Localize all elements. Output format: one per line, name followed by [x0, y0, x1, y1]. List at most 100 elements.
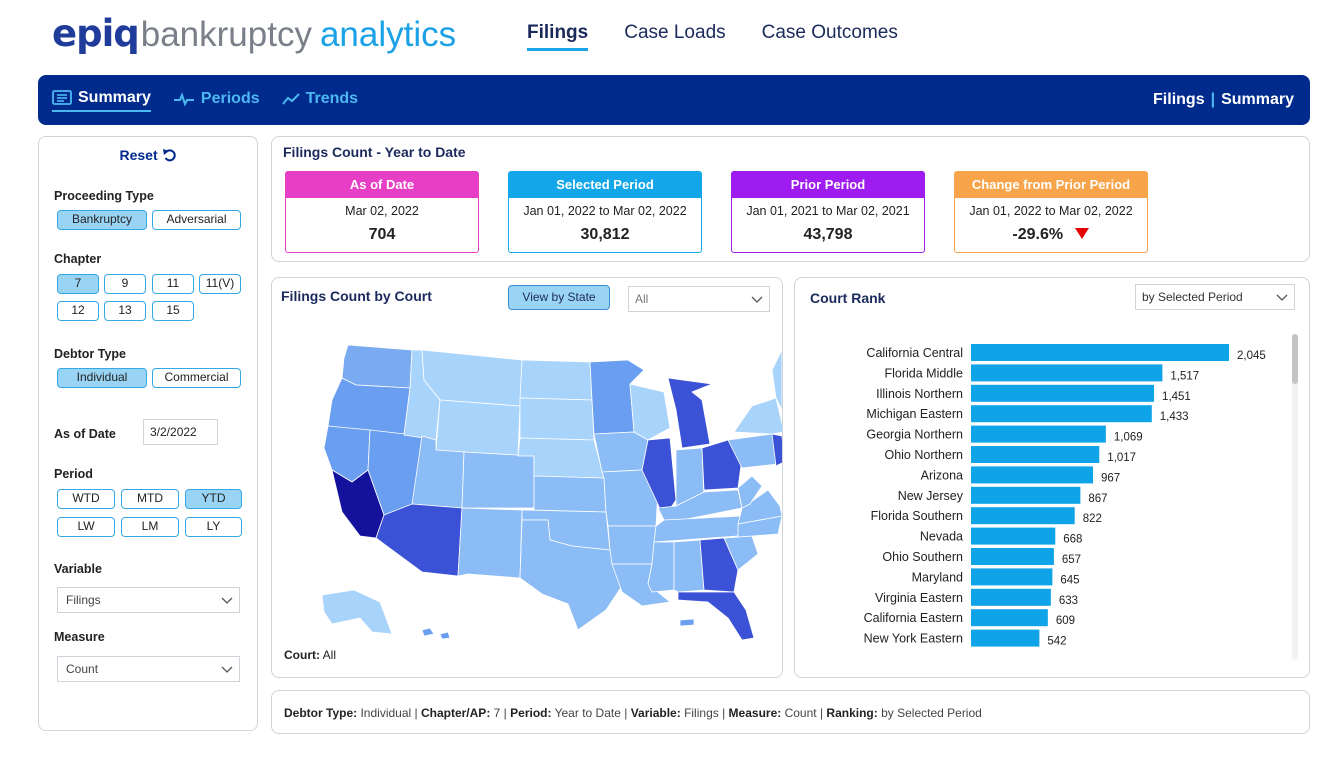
court-rank-bar[interactable]: [971, 364, 1163, 382]
nav-case-outcomes[interactable]: Case Outcomes: [761, 22, 898, 43]
map-region: [461, 451, 535, 509]
court-rank-bar[interactable]: [971, 384, 1155, 402]
variable-label: Variable: [54, 562, 102, 576]
map-panel: Filings Count by Court View by State All: [271, 277, 783, 678]
court-rank-bar[interactable]: [971, 609, 1048, 627]
ytd-panel: Filings Count - Year to Date As of Date …: [271, 136, 1310, 262]
court-rank-value-label: 1,517: [1170, 370, 1199, 382]
debtor-individual-chip[interactable]: Individual: [57, 368, 147, 388]
court-rank-bar[interactable]: [971, 527, 1056, 545]
court-rank-value-label: 967: [1101, 472, 1120, 484]
court-rank-bar[interactable]: [971, 548, 1054, 565]
court-rank-bar[interactable]: [971, 568, 1053, 586]
summary-value: Count: [784, 706, 817, 720]
as-of-date-input[interactable]: 3/2/2022: [143, 419, 218, 445]
breadcrumb-section: Filings: [1153, 91, 1205, 108]
map-region: [771, 349, 782, 411]
chapter-13-chip[interactable]: 13: [104, 301, 146, 321]
period-label: Period: [54, 467, 93, 481]
period-lm-chip[interactable]: LM: [121, 517, 179, 537]
measure-label: Measure: [54, 630, 105, 644]
period-ytd-chip[interactable]: YTD: [185, 489, 242, 509]
chevron-down-icon: [221, 666, 233, 673]
ranking-dropdown[interactable]: by Selected Period: [1135, 284, 1295, 310]
tab-summary-label: Summary: [78, 89, 151, 106]
view-by-state-button[interactable]: View by State: [508, 285, 610, 310]
trends-icon: [281, 93, 300, 105]
period-ly-chip[interactable]: LY: [185, 517, 242, 537]
as-of-date-label: As of Date: [54, 427, 116, 441]
period-lw-chip[interactable]: LW: [57, 517, 115, 537]
summary-icon: [52, 90, 72, 105]
map-region: [701, 439, 743, 491]
map-region: [533, 475, 607, 513]
variable-dropdown[interactable]: Filings: [57, 587, 240, 613]
reset-button[interactable]: Reset: [39, 147, 257, 163]
court-rank-bar[interactable]: [971, 466, 1093, 484]
period-mtd-chip[interactable]: MTD: [121, 489, 179, 509]
court-rank-category-label: Virginia Eastern: [875, 591, 963, 605]
court-rank-category-label: Florida Middle: [884, 366, 963, 380]
court-rank-category-label: Illinois Northern: [876, 387, 963, 401]
map-region: [733, 397, 782, 435]
kpi-value: 43,798: [803, 226, 853, 243]
chapter-7-chip[interactable]: 7: [57, 274, 99, 294]
reset-label: Reset: [119, 147, 158, 163]
map-region: [737, 475, 763, 509]
map-region: [457, 507, 523, 579]
chevron-down-icon: [751, 296, 763, 303]
summary-label: Chapter/AP:: [420, 706, 491, 720]
court-rank-value-label: 542: [1047, 636, 1066, 648]
measure-value: Count: [66, 662, 99, 676]
court-rank-bar[interactable]: [971, 344, 1229, 361]
chapter-9-chip[interactable]: 9: [104, 274, 146, 294]
map-region: [593, 431, 649, 473]
chapter-11v-chip[interactable]: 11(V): [199, 274, 241, 294]
court-rank-bar[interactable]: [971, 507, 1075, 525]
court-rank-category-label: Ohio Northern: [884, 448, 963, 462]
court-rank-value-label: 1,451: [1162, 391, 1191, 403]
tab-periods-label: Periods: [200, 90, 260, 107]
chapter-15-chip[interactable]: 15: [152, 301, 194, 321]
tab-periods[interactable]: Periods: [173, 89, 260, 112]
kpi-value: 30,812: [580, 226, 630, 243]
measure-dropdown[interactable]: Count: [57, 656, 240, 682]
nav-filings[interactable]: Filings: [527, 22, 589, 51]
court-rank-bar[interactable]: [971, 446, 1100, 463]
kpi-head: Change from Prior Period: [955, 172, 1147, 198]
debtor-commercial-chip[interactable]: Commercial: [152, 368, 241, 388]
map-region: [439, 631, 451, 640]
proceeding-bankruptcy-chip[interactable]: Bankruptcy: [57, 210, 147, 230]
period-wtd-chip[interactable]: WTD: [57, 489, 115, 509]
kpi-value: 704: [368, 226, 396, 243]
court-rank-scrollbar[interactable]: [1292, 334, 1298, 660]
chapter-12-chip[interactable]: 12: [57, 301, 99, 321]
court-rank-value-label: 609: [1056, 615, 1075, 627]
us-choropleth-map[interactable]: [272, 340, 782, 640]
ytd-title: Filings Count - Year to Date: [283, 144, 466, 160]
map-region: [699, 537, 739, 593]
kpi-as-of-date: As of Date Mar 02, 2022 704: [285, 171, 479, 253]
court-rank-category-label: Arizona: [921, 468, 963, 482]
court-rank-bar[interactable]: [971, 405, 1152, 423]
tab-trends[interactable]: Trends: [281, 89, 358, 112]
proceeding-adversarial-chip[interactable]: Adversarial: [152, 210, 241, 230]
court-filter-dropdown[interactable]: All: [628, 286, 770, 312]
map-region: [723, 515, 782, 539]
chapter-11-chip[interactable]: 11: [152, 274, 194, 294]
tab-summary[interactable]: Summary: [52, 89, 151, 112]
court-rank-bar[interactable]: [971, 425, 1106, 443]
court-rank-bar[interactable]: [971, 629, 1040, 647]
court-rank-category-label: Georgia Northern: [866, 428, 963, 442]
kpi-date: Jan 01, 2021 to Mar 02, 2021: [746, 204, 910, 218]
map-region: [629, 383, 671, 441]
periods-icon: [173, 92, 194, 106]
nav-case-loads[interactable]: Case Loads: [624, 22, 726, 43]
court-rank-category-label: Ohio Southern: [882, 550, 963, 564]
kpi-date: Jan 01, 2022 to Mar 02, 2022: [523, 204, 687, 218]
scrollbar-thumb[interactable]: [1292, 334, 1298, 384]
court-rank-bar[interactable]: [971, 588, 1051, 606]
selection-summary: Debtor Type: Individual | Chapter/AP: 7 …: [284, 706, 982, 720]
court-rank-bar[interactable]: [971, 486, 1081, 504]
map-region: [771, 433, 782, 467]
